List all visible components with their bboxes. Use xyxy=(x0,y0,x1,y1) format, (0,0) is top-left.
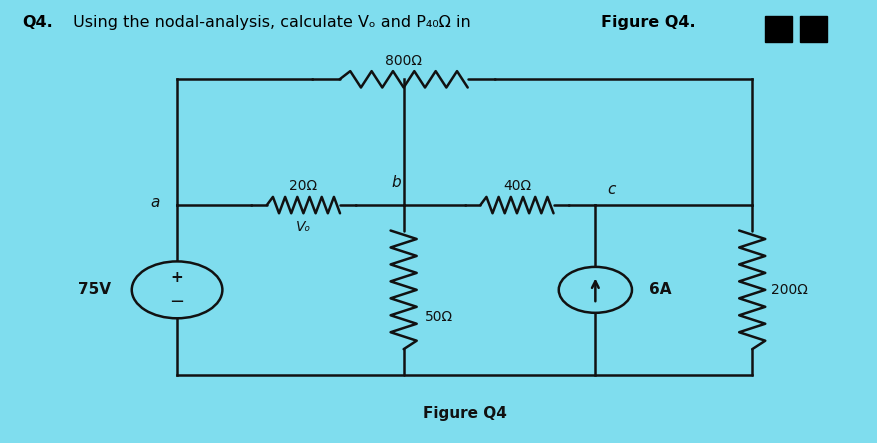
Text: 50Ω: 50Ω xyxy=(425,310,453,324)
Text: c: c xyxy=(608,182,616,197)
Text: 20Ω: 20Ω xyxy=(289,179,317,193)
Text: a: a xyxy=(150,195,160,210)
Text: 6A: 6A xyxy=(649,282,672,297)
Circle shape xyxy=(559,267,632,313)
Text: Figure Q4: Figure Q4 xyxy=(423,407,507,421)
Text: 75V: 75V xyxy=(78,282,111,297)
Text: 800Ω: 800Ω xyxy=(385,54,422,68)
Text: 40Ω: 40Ω xyxy=(503,179,531,193)
Text: 200Ω: 200Ω xyxy=(772,283,809,297)
Text: Using the nodal-analysis, calculate Vₒ and P₄₀Ω in: Using the nodal-analysis, calculate Vₒ a… xyxy=(68,15,476,30)
Circle shape xyxy=(132,261,223,318)
Text: Figure Q4.: Figure Q4. xyxy=(601,15,695,30)
Text: −: − xyxy=(169,293,185,311)
Text: b: b xyxy=(392,175,402,190)
Text: Vₒ: Vₒ xyxy=(296,221,311,234)
Text: Q4.: Q4. xyxy=(22,15,53,30)
Text: +: + xyxy=(171,270,183,285)
